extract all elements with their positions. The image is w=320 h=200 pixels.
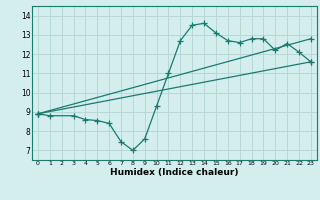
X-axis label: Humidex (Indice chaleur): Humidex (Indice chaleur) [110, 168, 239, 177]
